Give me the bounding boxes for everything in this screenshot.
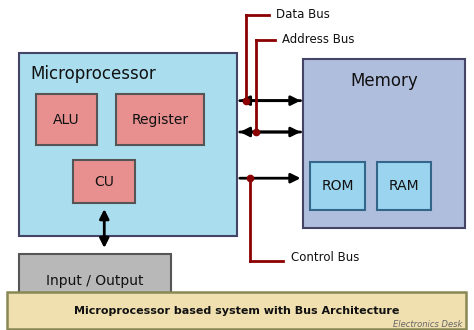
Bar <box>377 162 431 210</box>
Bar <box>303 59 465 228</box>
Bar <box>36 94 97 145</box>
Text: RAM: RAM <box>389 179 419 193</box>
Text: Register: Register <box>131 113 189 127</box>
Bar <box>73 160 135 203</box>
Text: CU: CU <box>94 175 114 188</box>
Text: ROM: ROM <box>321 179 354 193</box>
Bar <box>310 162 365 210</box>
Text: Control Bus: Control Bus <box>291 251 359 264</box>
Text: Input / Output: Input / Output <box>46 274 144 288</box>
Bar <box>19 254 171 309</box>
Text: Microprocessor based system with Bus Architecture: Microprocessor based system with Bus Arc… <box>74 306 399 315</box>
Text: Address Bus: Address Bus <box>282 33 355 46</box>
Bar <box>116 94 204 145</box>
Bar <box>19 53 237 236</box>
Text: Electronics Desk: Electronics Desk <box>393 320 462 329</box>
Text: ALU: ALU <box>53 113 80 127</box>
Text: Data Bus: Data Bus <box>276 8 330 21</box>
Text: Microprocessor: Microprocessor <box>31 65 156 83</box>
Bar <box>7 292 466 329</box>
Text: Memory: Memory <box>350 72 418 90</box>
